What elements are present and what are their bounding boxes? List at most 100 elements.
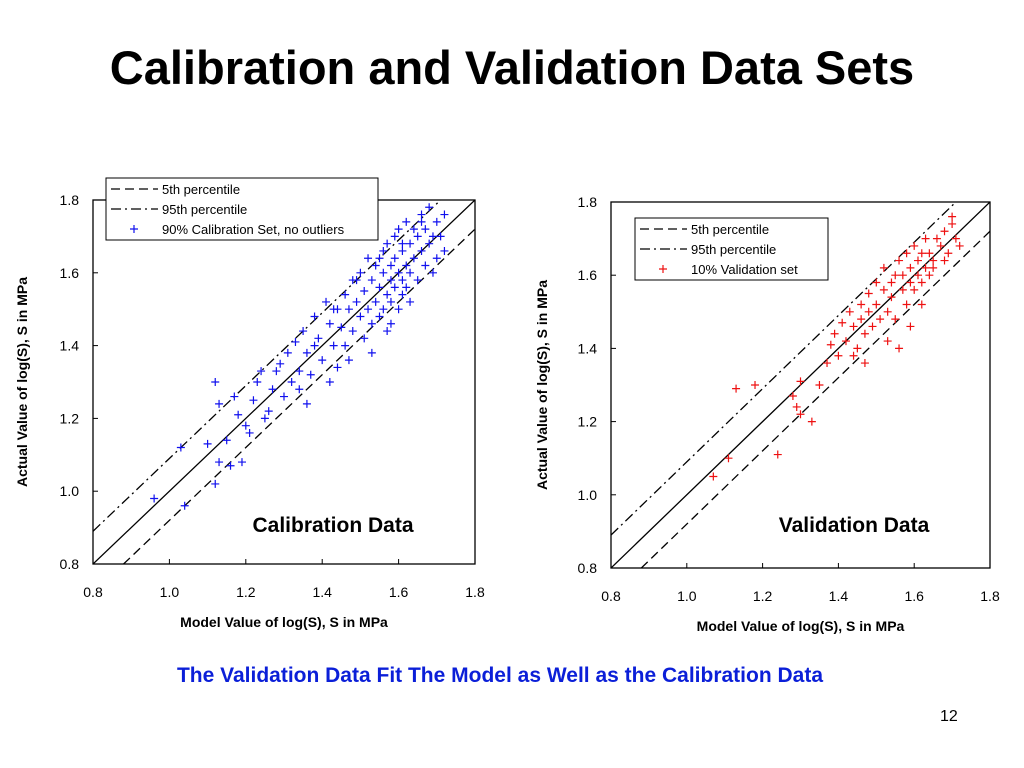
data-point (318, 356, 327, 365)
data-point (845, 307, 854, 316)
data-point (864, 307, 873, 316)
data-point (868, 322, 877, 331)
legend-label: 95th percentile (162, 202, 247, 217)
y-tick-label: 1.0 (60, 483, 80, 499)
y-tick-label: 1.2 (578, 414, 598, 430)
data-point (241, 421, 250, 430)
data-point (360, 287, 369, 295)
data-point (440, 210, 449, 219)
data-point (237, 458, 246, 467)
data-point (432, 217, 441, 226)
data-point (150, 494, 159, 503)
data-point (211, 378, 220, 386)
page-number: 12 (940, 708, 958, 725)
data-point (773, 450, 782, 459)
y-axis-label: Actual Value of log(S), S in MPa (534, 280, 550, 490)
data-point (436, 232, 445, 241)
data-point (834, 351, 843, 360)
x-tick-label: 1.0 (677, 588, 697, 604)
data-point (325, 378, 334, 386)
legend-label: 95th percentile (691, 242, 776, 257)
data-point (257, 367, 266, 376)
data-point (406, 268, 415, 277)
data-point (883, 337, 892, 346)
data-point (709, 472, 718, 481)
data-point (910, 241, 919, 250)
data-point (264, 407, 273, 416)
x-tick-label: 0.8 (83, 584, 103, 600)
y-tick-label: 1.6 (60, 265, 80, 281)
data-point (792, 402, 801, 411)
data-point (215, 458, 224, 467)
data-point (796, 377, 805, 386)
data-point (180, 501, 189, 510)
data-point (929, 263, 938, 272)
y-tick-label: 1.4 (60, 338, 80, 354)
dash-dot-reference-line (611, 202, 957, 536)
data-point (891, 271, 900, 280)
data-point (849, 322, 858, 331)
data-point (421, 261, 430, 270)
data-point (253, 378, 262, 386)
data-point (940, 227, 949, 236)
dash-dot-reference-line (93, 200, 442, 532)
data-point (283, 348, 292, 357)
data-point (394, 268, 403, 277)
data-point (860, 359, 869, 368)
data-point (356, 268, 365, 277)
chart-title: Calibration Data (252, 514, 413, 537)
dashed-reference-line (122, 228, 475, 564)
data-point (215, 399, 224, 408)
data-point (406, 297, 415, 306)
data-point (375, 283, 384, 292)
data-point (853, 344, 862, 353)
data-point (409, 225, 418, 234)
data-point (341, 341, 350, 350)
y-tick-label: 0.8 (578, 560, 598, 576)
legend-symbol (130, 225, 138, 233)
data-point (906, 322, 915, 331)
y-tick-label: 1.2 (60, 410, 80, 426)
data-point (823, 359, 832, 368)
dashed-reference-line (640, 230, 990, 568)
y-tick-label: 0.8 (60, 556, 80, 572)
data-point (898, 271, 907, 280)
data-point (394, 305, 403, 314)
data-point (895, 256, 904, 265)
data-point (913, 256, 922, 265)
data-point (230, 392, 239, 401)
legend: 5th percentile 95th percentile 10% Validat… (634, 217, 829, 281)
data-point (360, 334, 369, 343)
data-point (383, 290, 392, 299)
data-point (295, 385, 304, 394)
data-point (883, 307, 892, 316)
data-point (379, 268, 388, 277)
validation-chart: 0.8 1.0 1.2 1.4 1.6 1.8 0.8 1.0 1.2 1.4 1.6 1.8 Mode… (534, 194, 1000, 634)
x-tick-label: 1.8 (465, 584, 485, 600)
data-point (876, 315, 885, 324)
plot-frame (610, 201, 991, 569)
data-point (386, 319, 395, 328)
data-point (352, 297, 361, 306)
data-point (386, 261, 395, 270)
data-point (398, 276, 407, 285)
data-point (857, 300, 866, 309)
data-point (280, 392, 288, 401)
data-point (398, 290, 407, 299)
data-point (379, 305, 388, 314)
data-point (329, 341, 338, 350)
data-point (203, 439, 212, 448)
data-point (879, 263, 888, 272)
data-point (872, 300, 881, 309)
data-point (807, 417, 816, 426)
data-point (344, 356, 353, 365)
data-point (421, 225, 430, 234)
x-tick-label: 0.8 (601, 588, 621, 604)
data-point (887, 293, 896, 302)
legend-label: 90% Calibration Set, no outliers (162, 222, 345, 237)
y-tick-label: 1.8 (60, 192, 80, 208)
data-point (932, 234, 941, 243)
y-axis-label: Actual Value of log(S), S in MPa (14, 277, 30, 487)
slide-caption: The Validation Data Fit The Model as Wel… (176, 664, 824, 687)
series-points (709, 212, 964, 481)
